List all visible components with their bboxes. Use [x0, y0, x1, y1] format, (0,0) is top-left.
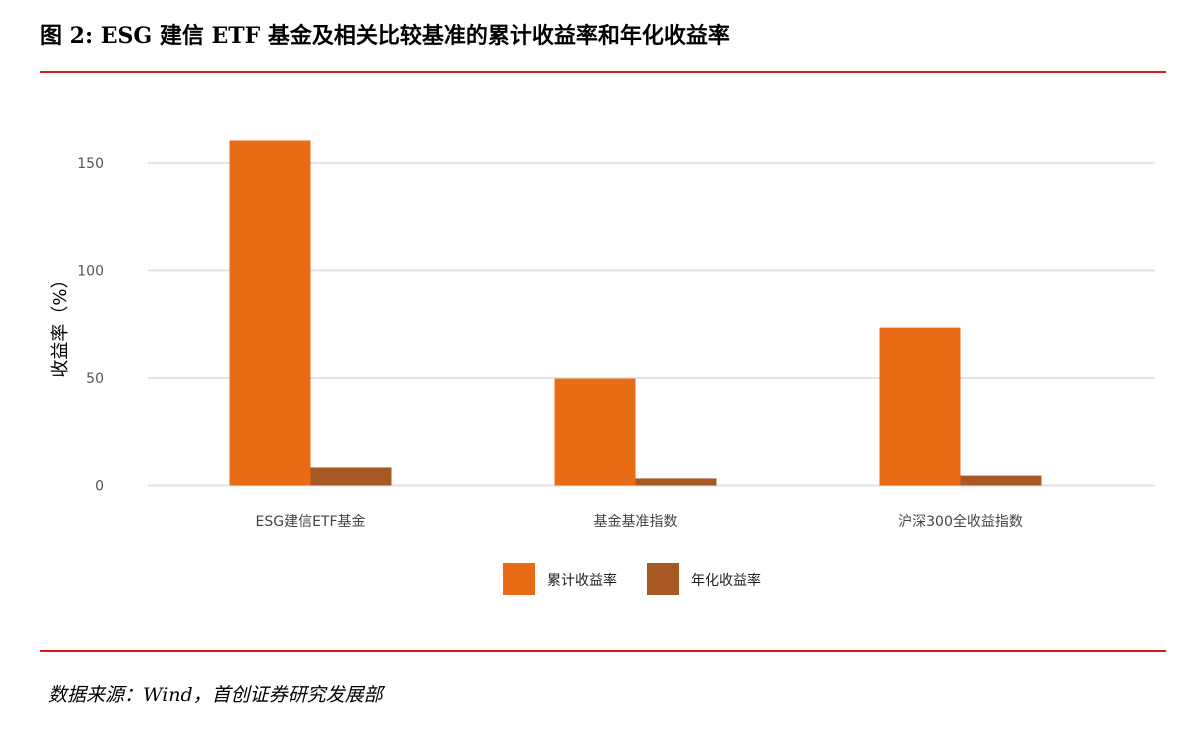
y-axis-label: 收益率（%） [50, 270, 71, 377]
bar-annualized [960, 475, 1042, 486]
bar-cumulative [229, 140, 311, 486]
x-tick-label: 基金基准指数 [594, 513, 678, 530]
y-tick-label: 0 [95, 479, 104, 495]
legend-label: 累计收益率 [547, 572, 617, 589]
bar-cumulative [554, 378, 636, 486]
x-tick-label: 沪深300全收益指数 [898, 513, 1023, 530]
top-divider [40, 71, 1166, 73]
bar-annualized [310, 467, 392, 486]
y-tick-label: 100 [77, 263, 104, 279]
legend-label: 年化收益率 [691, 572, 761, 589]
legend-swatch [503, 563, 535, 595]
bar-cumulative [879, 327, 961, 486]
y-tick-label: 50 [86, 371, 104, 387]
bar-annualized [635, 478, 717, 486]
source-note: 数据来源：Wind，首创证券研究发展部 [48, 684, 383, 706]
x-tick-label: ESG建信ETF基金 [255, 513, 365, 530]
figure-title: 图 2: ESG 建信 ETF 基金及相关比较基准的累计收益率和年化收益率 [40, 23, 730, 49]
legend-swatch [647, 563, 679, 595]
y-tick-label: 150 [77, 156, 104, 172]
bottom-divider [40, 650, 1166, 652]
